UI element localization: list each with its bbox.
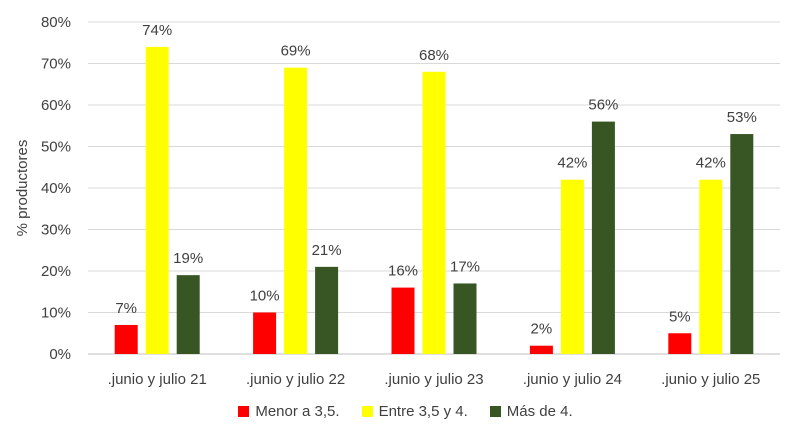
data-label: 19% bbox=[173, 250, 203, 267]
legend: Menor a 3,5. Entre 3,5 y 4. Más de 4. bbox=[0, 403, 811, 420]
data-label: 10% bbox=[250, 288, 280, 305]
y-tick-label: 60% bbox=[41, 97, 71, 114]
x-category-label: .junio y julio 22 bbox=[246, 371, 345, 388]
bar bbox=[453, 283, 477, 354]
bar bbox=[591, 121, 615, 354]
legend-swatch bbox=[489, 406, 501, 417]
bar bbox=[145, 46, 169, 355]
y-axis-ticks: 0% 10% 20% 30% 40% 50% 60% 70% 80% bbox=[41, 14, 71, 363]
bar bbox=[529, 345, 553, 354]
data-label: 2% bbox=[531, 321, 553, 338]
y-tick-label: 0% bbox=[49, 346, 71, 363]
data-label: 16% bbox=[388, 263, 418, 280]
legend-item-mas: Más de 4. bbox=[489, 403, 573, 420]
y-tick-label: 50% bbox=[41, 139, 71, 156]
legend-label: Menor a 3,5. bbox=[255, 403, 340, 420]
legend-swatch bbox=[361, 406, 373, 417]
y-tick-label: 80% bbox=[41, 14, 71, 31]
y-tick-label: 40% bbox=[41, 180, 71, 197]
legend-label: Más de 4. bbox=[506, 403, 573, 420]
data-label: 21% bbox=[312, 242, 342, 259]
bar bbox=[730, 134, 754, 354]
legend-swatch bbox=[238, 406, 250, 417]
data-label: 56% bbox=[588, 97, 618, 114]
bar bbox=[114, 324, 138, 354]
data-label: 68% bbox=[419, 47, 449, 64]
x-category-label: .junio y julio 24 bbox=[523, 371, 622, 388]
x-category-label: .junio y julio 21 bbox=[108, 371, 207, 388]
bar bbox=[422, 71, 446, 355]
bar bbox=[560, 179, 584, 354]
y-tick-label: 30% bbox=[41, 222, 71, 239]
legend-item-entre: Entre 3,5 y 4. bbox=[361, 403, 468, 420]
x-category-label: .junio y julio 25 bbox=[661, 371, 760, 388]
data-label: 53% bbox=[727, 109, 757, 126]
bar-chart: 0% 10% 20% 30% 40% 50% 60% 70% 80% 7% 74% 19% 10% 69… bbox=[14, 14, 780, 388]
y-tick-label: 20% bbox=[41, 263, 71, 280]
bar bbox=[253, 312, 277, 354]
data-label: 74% bbox=[142, 22, 172, 39]
data-label: 17% bbox=[450, 258, 480, 275]
bar bbox=[315, 266, 339, 354]
bar bbox=[176, 275, 200, 354]
bar bbox=[668, 333, 692, 354]
y-tick-label: 10% bbox=[41, 305, 71, 322]
data-label: 7% bbox=[115, 300, 137, 317]
x-axis-categories: .junio y julio 21 .junio y julio 22 .junio… bbox=[108, 371, 761, 388]
legend-label: Entre 3,5 y 4. bbox=[378, 403, 468, 420]
data-label: 42% bbox=[557, 155, 587, 172]
data-label: 69% bbox=[281, 43, 311, 60]
data-label: 42% bbox=[696, 155, 726, 172]
bar bbox=[699, 179, 723, 354]
y-tick-label: 70% bbox=[41, 56, 71, 73]
bar bbox=[391, 287, 415, 354]
data-labels: 7% 74% 19% 10% 69% 21% 16% 68% 17% 2% 42% 56% 5% 42% 5… bbox=[115, 22, 756, 338]
y-axis-label: % productores bbox=[14, 140, 31, 237]
legend-item-menor: Menor a 3,5. bbox=[238, 403, 340, 420]
x-category-label: .junio y julio 23 bbox=[384, 371, 483, 388]
bar bbox=[284, 67, 308, 355]
bars bbox=[114, 46, 754, 355]
data-label: 5% bbox=[669, 308, 691, 325]
